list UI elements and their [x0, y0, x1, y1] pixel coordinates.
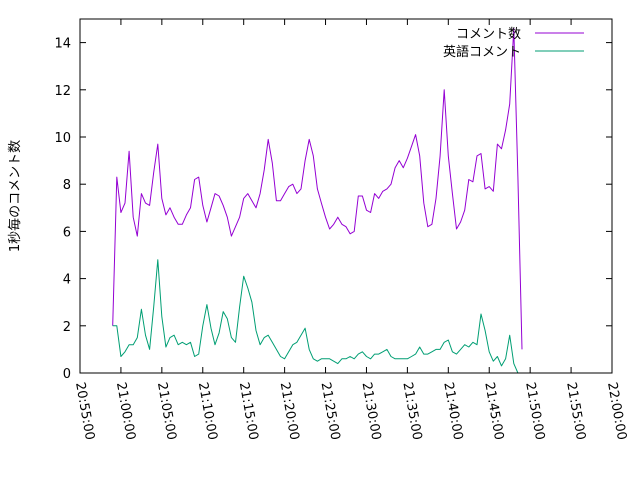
- y-tick-label: 8: [63, 178, 71, 193]
- y-tick-label: 4: [63, 273, 71, 288]
- y-axis-label: 1秒毎のコメント数: [7, 140, 23, 252]
- x-tick-label: 22:00:00: [604, 381, 629, 441]
- series-layer: [112, 27, 523, 374]
- y-axis: 0 2 4 6 8 10 12 14: [54, 37, 612, 382]
- x-tick-label: 21:40:00: [440, 381, 465, 441]
- x-tick-label: 21:30:00: [359, 381, 384, 441]
- y-tick-label: 6: [63, 225, 71, 240]
- y-tick-label: 14: [54, 37, 71, 52]
- series-line-1: [112, 259, 522, 374]
- y-tick-label: 10: [54, 131, 71, 146]
- y-tick-label: 2: [63, 320, 71, 335]
- x-tick-label: 21:05:00: [154, 381, 179, 441]
- x-tick-label: 21:55:00: [563, 381, 588, 441]
- x-tick-label: 21:50:00: [522, 381, 547, 441]
- x-tick-label: 21:15:00: [236, 381, 261, 441]
- x-axis: 20:55:00 21:00:00 21:05:00 21:10:00 21:15:00…: [72, 19, 629, 441]
- x-tick-label: 21:35:00: [399, 381, 424, 441]
- series-line-0: [112, 27, 523, 350]
- x-tick-label: 20:55:00: [72, 381, 97, 441]
- x-tick-label: 21:25:00: [318, 381, 343, 441]
- legend-label: 英語コメント: [443, 44, 521, 60]
- plot-frame: [79, 18, 613, 374]
- y-tick-label: 12: [54, 84, 71, 99]
- x-tick-label: 21:00:00: [113, 381, 138, 441]
- legend-label: コメント数: [456, 27, 521, 42]
- x-tick-label: 21:20:00: [277, 381, 302, 441]
- x-tick-label: 21:10:00: [195, 381, 220, 441]
- y-tick-label: 0: [63, 367, 71, 382]
- x-tick-label: 21:45:00: [481, 381, 506, 441]
